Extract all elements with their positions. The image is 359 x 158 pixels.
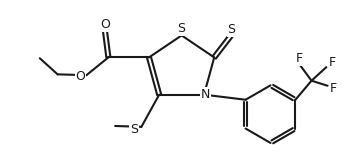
Text: S: S bbox=[228, 23, 236, 36]
Text: S: S bbox=[178, 22, 186, 35]
Text: S: S bbox=[130, 123, 138, 136]
Text: F: F bbox=[329, 56, 336, 69]
Text: F: F bbox=[330, 82, 337, 95]
Text: O: O bbox=[75, 70, 85, 83]
Text: N: N bbox=[201, 88, 210, 101]
Text: O: O bbox=[100, 18, 110, 31]
Text: F: F bbox=[296, 52, 303, 65]
